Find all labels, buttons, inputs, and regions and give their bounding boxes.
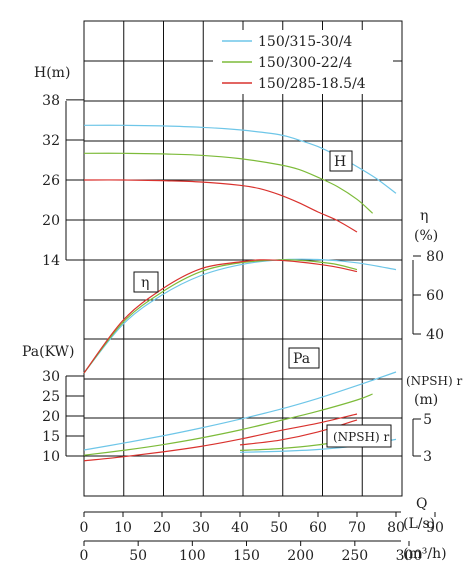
efficiency-curve-2 — [83, 259, 358, 374]
power-tick-label: 25 — [42, 389, 60, 405]
npsh-tag-text: (NPSH) r — [333, 430, 389, 444]
flow-m3h-tick-label: 0 — [80, 548, 89, 564]
efficiency-tick-label: 60 — [426, 288, 444, 304]
flow-m3h-tick-label: 250 — [341, 548, 368, 564]
efficiency-curve-1 — [83, 258, 397, 374]
efficiency-tag-box — [133, 271, 159, 293]
head-curve-1 — [83, 124, 397, 194]
npsh-axis-label: (NPSH) r — [406, 374, 462, 388]
efficiency-axis-label: η — [420, 208, 428, 224]
efficiency-tick-label: 40 — [426, 327, 444, 343]
npsh-tag: (NPSH) r — [326, 424, 392, 448]
flow-m3h-tick-label: 100 — [179, 548, 206, 564]
head-tick-label: 14 — [42, 253, 60, 269]
npsh-axis-unit: (m) — [414, 392, 438, 408]
npsh-tag-box — [326, 424, 392, 448]
head-tick-label: 38 — [42, 93, 60, 109]
flow-ls-tick-label: 60 — [309, 520, 327, 536]
head-tick-label: 32 — [42, 133, 60, 149]
flow-ls-unit: (L/s) — [403, 516, 435, 532]
flow-ls-tick-label: 70 — [348, 520, 366, 536]
flow-ls-tick-label: 40 — [231, 520, 249, 536]
flow-ls-tick-label: 90 — [426, 520, 444, 536]
power-tick-label: 30 — [42, 369, 60, 385]
flow-m3h-tick-label: 150 — [233, 548, 260, 564]
efficiency-axis-ticks: 80 60 40 — [412, 249, 444, 343]
efficiency-tag-text: η — [141, 275, 149, 291]
power-tick-label: 10 — [42, 449, 60, 465]
npsh-axis-ticks: 53 — [412, 412, 432, 465]
head-tick-label: 20 — [42, 213, 60, 229]
flow-ls-tick-label: 20 — [153, 520, 171, 536]
efficiency-tick-label: 80 — [426, 249, 444, 265]
flow-ls-axis: 0 10 20 30 40 50 60 70 80 90 — [80, 511, 444, 536]
power-tag: Pa — [288, 347, 320, 369]
flow-ls-tick-label: 50 — [270, 520, 288, 536]
flow-ls-tick-label: 80 — [387, 520, 405, 536]
legend-label-3: 150/285-18.5/4 — [258, 76, 366, 92]
power-tick-label: 20 — [42, 409, 60, 425]
efficiency-curve-3 — [83, 259, 358, 374]
efficiency-axis-unit: (%) — [414, 228, 438, 244]
power-tag-box — [288, 347, 320, 369]
npsh-tick-label: 3 — [423, 449, 432, 465]
power-axis-ticks: 30 25 20 15 10 — [42, 369, 84, 465]
legend: 150/315-30/4 150/300-22/4 150/285-18.5/4 — [213, 30, 393, 94]
head-tag-text: H — [334, 154, 346, 170]
power-axis-label: Pa(KW) — [22, 344, 74, 360]
legend-label-1: 150/315-30/4 — [258, 34, 352, 50]
flow-m3h-tick-label: 300 — [396, 548, 423, 564]
chart-curves — [83, 124, 397, 462]
npsh-tick-label: 5 — [423, 412, 432, 428]
power-curve-1 — [83, 371, 397, 451]
power-tag-text: Pa — [293, 351, 310, 367]
flow-ls-tick-label: 10 — [114, 520, 132, 536]
x-axis-label: Q — [416, 496, 427, 512]
efficiency-tag: η — [133, 271, 159, 293]
head-axis-ticks: 38 32 26 20 14 — [42, 93, 84, 269]
head-tick-label: 26 — [42, 173, 60, 189]
flow-m3h-unit: (m³/h) — [403, 546, 447, 562]
head-tag: H — [329, 150, 353, 172]
head-curve-3 — [83, 179, 358, 233]
flow-m3h-axis: 0 50 100 150 200 250 300 — [80, 540, 423, 564]
flow-m3h-tick-label: 50 — [129, 548, 147, 564]
head-axis-label: H(m) — [34, 65, 70, 81]
power-curve-3 — [83, 413, 358, 462]
head-tag-box — [329, 150, 353, 172]
chart-grid — [83, 20, 403, 497]
head-curve-2 — [83, 152, 373, 214]
flow-m3h-tick-label: 200 — [287, 548, 314, 564]
flow-ls-tick-label: 30 — [192, 520, 210, 536]
power-curve-2 — [83, 393, 373, 456]
power-tick-label: 15 — [42, 429, 60, 445]
legend-label-2: 150/300-22/4 — [258, 55, 352, 71]
flow-ls-tick-label: 0 — [80, 520, 89, 536]
